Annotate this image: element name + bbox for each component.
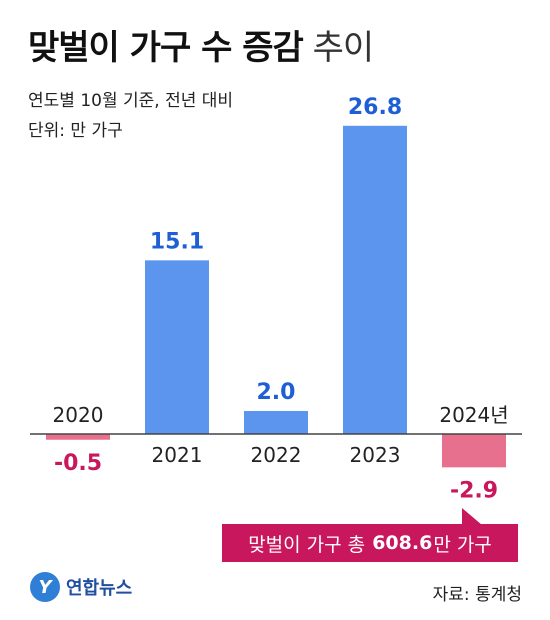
callout-value: 608.6 [372, 532, 433, 554]
chart-unit: 단위: 만 가구 [28, 121, 123, 141]
logo-icon: Y [30, 572, 60, 602]
source-note: 자료: 통계청 [432, 585, 522, 605]
yonhap-logo: Y 연합뉴스 [30, 572, 132, 602]
total-callout: 맞벌이 가구 총 608.6 만 가구 [222, 524, 518, 562]
x-label-2021: 2021 [152, 443, 203, 467]
x-label-2024년: 2024년 [439, 403, 508, 427]
value-label-2024년: -2.9 [450, 478, 498, 503]
value-label-2020: -0.5 [54, 451, 102, 476]
bar-2020 [46, 434, 110, 440]
callout-suffix: 만 가구 [433, 533, 492, 556]
x-label-2023: 2023 [350, 443, 401, 467]
bar-2021 [145, 260, 209, 434]
title-trend: 추이 [312, 28, 375, 68]
x-label-2022: 2022 [251, 443, 302, 467]
bar-2022 [244, 411, 308, 434]
logo-name: 연합뉴스 [66, 578, 133, 599]
bar-2023 [343, 125, 407, 435]
chart-subtitle: 연도별 10월 기준, 전년 대비 [28, 91, 234, 111]
callout-prefix: 맞벌이 가구 총 [248, 533, 366, 556]
value-label-2022: 2.0 [257, 380, 296, 405]
title-main: 맞벌이 가구 수 증감 [28, 28, 304, 68]
bar-2024년 [442, 434, 506, 468]
value-label-2021: 15.1 [150, 229, 204, 254]
chart-title: 맞벌이 가구 수 증감 추이 [28, 20, 375, 69]
value-label-2023: 26.8 [348, 95, 402, 120]
callout-pointer [462, 508, 482, 525]
x-label-2020: 2020 [53, 403, 104, 427]
